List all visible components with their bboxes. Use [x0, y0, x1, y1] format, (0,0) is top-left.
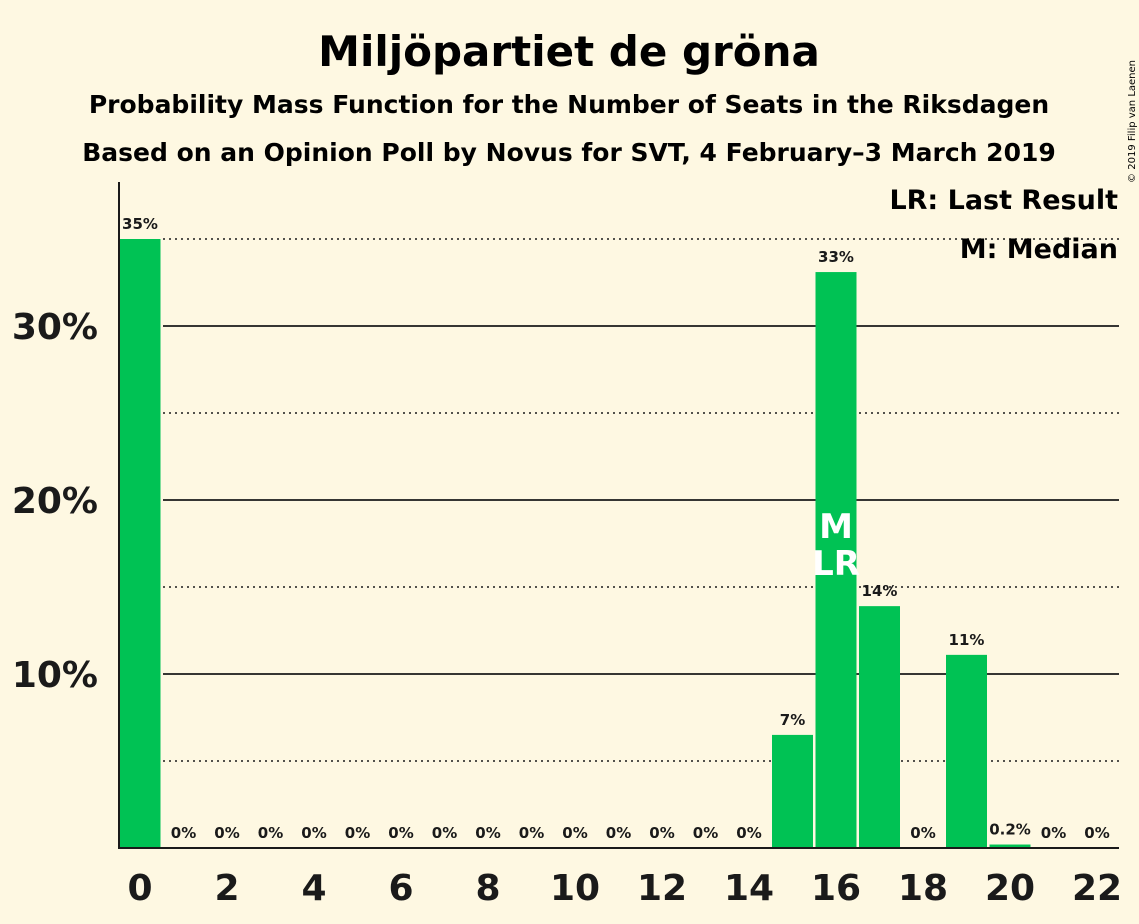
bar-value-label: 14% [862, 582, 898, 600]
bar-value-label: 0% [388, 824, 413, 842]
bar-value-label: 0% [519, 824, 544, 842]
bar-value-label: 0% [606, 824, 631, 842]
legend-median: M: Median [960, 234, 1118, 265]
y-tick-label: 30% [12, 307, 98, 348]
bar-value-label: 0% [214, 824, 239, 842]
legend-last-result: LR: Last Result [889, 185, 1118, 216]
bar-value-label: 0% [258, 824, 283, 842]
x-tick-label: 0 [127, 868, 152, 909]
bar-value-label: 0% [475, 824, 500, 842]
x-tick-label: 10 [550, 868, 600, 909]
bar-value-label: 0% [910, 824, 935, 842]
bar-value-label: 0% [345, 824, 370, 842]
x-tick-label: 2 [214, 868, 239, 909]
x-tick-label: 6 [388, 868, 413, 909]
x-tick-label: 12 [637, 868, 687, 909]
bar-value-label: 35% [122, 215, 158, 233]
x-tick-label: 14 [724, 868, 774, 909]
bar-value-label: 0% [171, 824, 196, 842]
bar-seat-0 [119, 239, 161, 848]
x-tick-label: 22 [1072, 868, 1122, 909]
copyright-text: © 2019 Filip van Laenen [1127, 60, 1138, 183]
bar-value-label: 0% [432, 824, 457, 842]
bar-seat-19 [946, 654, 987, 848]
x-tick-label: 8 [475, 868, 500, 909]
last-result-marker: LR [812, 544, 860, 584]
bar-value-label: 0% [301, 824, 326, 842]
y-tick-label: 20% [12, 481, 98, 522]
bar-value-label: 33% [818, 248, 854, 266]
bar-value-label: 0% [562, 824, 587, 842]
bar-seat-16 [815, 272, 857, 848]
axes: 10% 20% 30% 0 2 4 6 8 10 12 14 16 18 20 22 [12, 182, 1122, 909]
bar-value-label: 0% [649, 824, 674, 842]
bar-value-label: 0.2% [989, 821, 1031, 839]
bar-value-label: 7% [780, 711, 805, 729]
chart-subtitle: Probability Mass Function for the Number… [89, 90, 1049, 119]
bars: 35% 0% 0% 0% 0% 0% 0% 0% 0% 0% 0% 0% 0% 0% 0% 7% 33% 14% 0… [119, 215, 1110, 848]
bar-seat-15 [772, 734, 813, 848]
y-tick-label: 10% [12, 655, 98, 696]
bar-value-label: 0% [736, 824, 761, 842]
bar-value-label: 0% [1041, 824, 1066, 842]
x-tick-label: 20 [985, 868, 1035, 909]
bar-seat-20 [989, 844, 1031, 848]
x-tick-label: 16 [811, 868, 861, 909]
bar-value-label: 11% [949, 631, 985, 649]
x-tick-label: 18 [898, 868, 948, 909]
chart-title: Miljöpartiet de gröna [318, 27, 820, 76]
chart-subtitle-2: Based on an Opinion Poll by Novus for SV… [82, 138, 1056, 167]
median-marker: M [819, 507, 853, 547]
bar-value-label: 0% [1084, 824, 1109, 842]
bar-value-label: 0% [693, 824, 718, 842]
bar-seat-17 [859, 606, 900, 848]
x-tick-label: 4 [301, 868, 326, 909]
